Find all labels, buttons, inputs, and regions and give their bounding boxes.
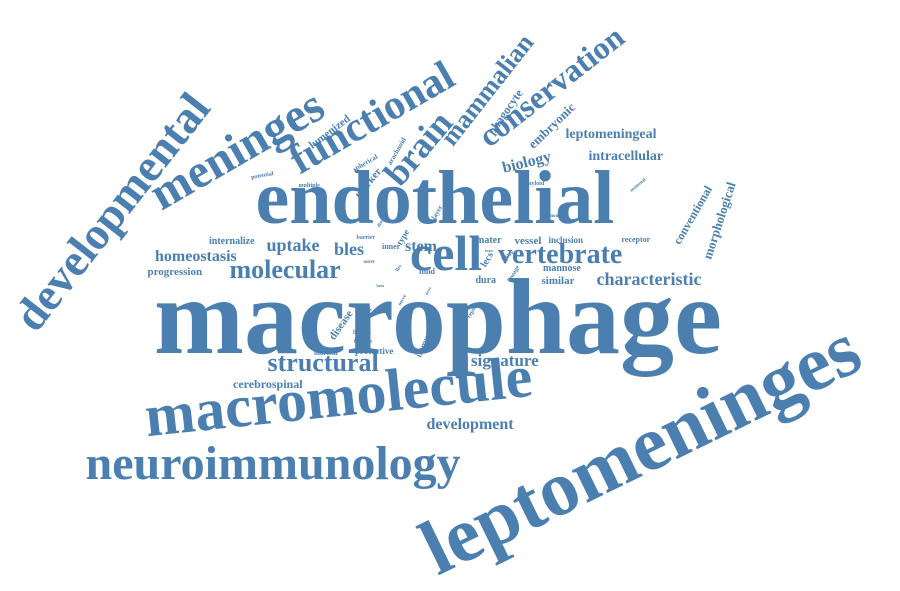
word-progression: progression [147, 265, 203, 278]
word-human: human [353, 330, 372, 336]
word-leptomeningeal: leptomeningeal [565, 127, 657, 142]
word-bles: bles [334, 239, 365, 259]
word-protective: protective [355, 345, 394, 356]
word-vessel: vessel [514, 234, 542, 247]
word-characteristic: characteristic [596, 269, 702, 289]
word-internalize: internalize [209, 236, 255, 247]
word-structural: structural [267, 348, 379, 377]
word-inner: inner [382, 242, 401, 251]
word-bem: bem [376, 283, 384, 288]
word-neuroimmunology: neuroimmunology [85, 437, 461, 490]
word-multiple: multiple [298, 183, 320, 189]
word-mannose: mannose [543, 263, 581, 274]
word-endothelial: endothelial [255, 156, 615, 240]
word-cerebrospinal: cerebrospinal [233, 377, 303, 391]
word-stem: stem [405, 238, 437, 255]
word-barrier: barrier [356, 235, 376, 241]
word-feature: feature [354, 339, 373, 345]
word-homeostasis: homeostasis [155, 248, 237, 265]
word-mammal: mammal [629, 177, 647, 193]
word-outer: outer [363, 259, 375, 265]
word-toxic: toxic [485, 248, 494, 253]
word-cell: cell [410, 225, 483, 281]
word-uptake: uptake [266, 235, 320, 255]
word-signature: signature [471, 350, 539, 370]
word-macrophage: macrophage [154, 258, 722, 377]
word-receptor: receptor [621, 235, 651, 244]
word-mortem: mortem [314, 348, 338, 357]
word-inclusion: inclusion [548, 234, 584, 245]
word-development: development [426, 416, 514, 433]
word-fluid: fluid [419, 267, 436, 276]
word-amyloid: amyloid [523, 181, 545, 187]
word-vertebrate: vertebrate [498, 239, 623, 270]
word-intracellular: intracellular [588, 149, 664, 164]
word-similar: similar [541, 274, 575, 287]
word-molecular: molecular [229, 255, 341, 284]
word-mouse: mouse [549, 213, 563, 219]
word-mater: mater [476, 235, 502, 246]
word-dura: dura [475, 275, 497, 286]
